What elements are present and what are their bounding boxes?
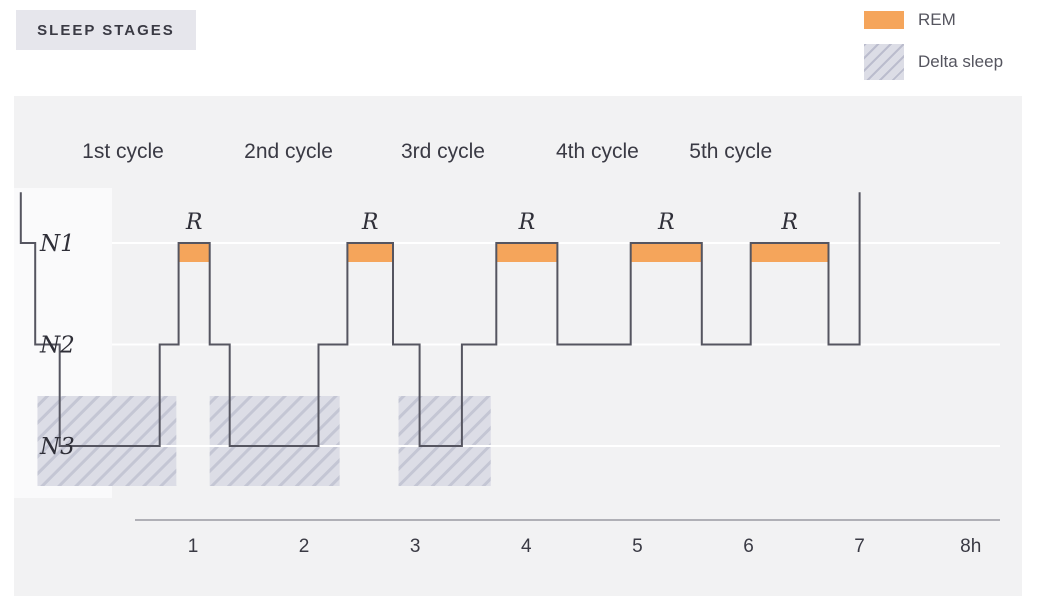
rem-label-2: R [361, 210, 379, 235]
cycle-labels: 1st cycle 2nd cycle 3rd cycle 4th cycle 5th … [82, 140, 772, 163]
x-tick-label-3: 3 [410, 536, 421, 557]
cycle-label-4: 4th cycle [556, 140, 639, 163]
x-tick-label-8: 8h [960, 536, 981, 557]
delta-sleep-layer [37, 396, 491, 486]
x-tick-label-1: 1 [188, 536, 199, 557]
rem-label-3: R [518, 210, 536, 235]
x-tick-label-6: 6 [743, 536, 754, 557]
chart-title: SLEEP STAGES [16, 10, 196, 50]
delta-sleep-swatch [864, 44, 904, 80]
rem-bar-5 [750, 243, 829, 262]
rem-bar-1 [178, 243, 210, 262]
legend-label-rem: REM [918, 10, 956, 29]
rem-layer [178, 243, 829, 262]
rem-label-5: R [780, 210, 798, 235]
x-tick-label-7: 7 [854, 536, 865, 557]
hypnogram-line [19, 192, 861, 447]
stage-label-n2: N2 [39, 333, 75, 359]
x-tick-label-2: 2 [299, 536, 310, 557]
cycle-label-3: 3rd cycle [401, 140, 485, 163]
delta-sleep-block-3 [398, 396, 491, 486]
rem-bar-3 [496, 243, 558, 262]
cycle-label-2: 2nd cycle [244, 140, 333, 163]
x-tick-label-4: 4 [521, 536, 532, 557]
rem-label-1: R [185, 210, 203, 235]
stage-label-n3: N3 [39, 434, 75, 460]
legend-item-delta: Delta sleep [864, 44, 1034, 80]
stage-label-n1: N1 [39, 231, 75, 257]
rem-bar-4 [630, 243, 702, 262]
x-axis-ticks: 1 2 3 4 5 6 7 8h [188, 536, 982, 557]
plot-background [14, 96, 1022, 596]
stage-labels: N1 N2 N3 [39, 231, 75, 460]
rem-label-4: R [657, 210, 675, 235]
x-tick-label-5: 5 [632, 536, 643, 557]
cycle-label-5: 5th cycle [689, 140, 772, 163]
cycle-label-1: 1st cycle [82, 140, 164, 163]
legend: REM Delta sleep [864, 6, 1034, 80]
legend-label-delta: Delta sleep [918, 52, 1004, 71]
legend-item-rem: REM [864, 6, 1034, 34]
rem-bar-2 [347, 243, 393, 262]
rem-swatch [864, 11, 904, 29]
